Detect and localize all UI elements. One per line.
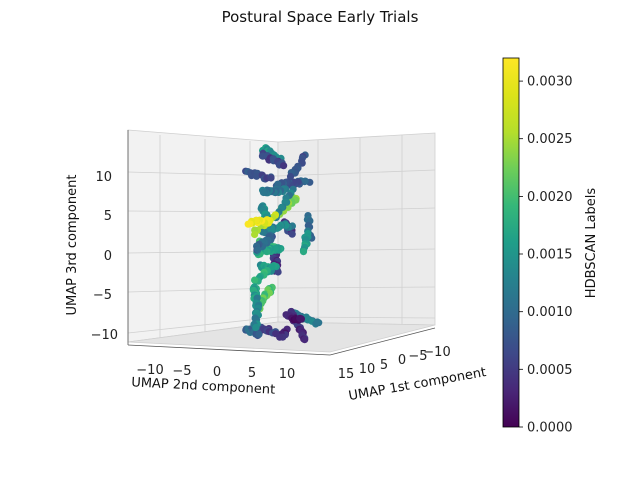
y-tick-label: 5 xyxy=(248,366,256,381)
scatter-point xyxy=(286,172,295,181)
z-tick-labels: 10 5 0 −5 −10 xyxy=(91,170,118,343)
colorbar: 0.0000 0.0005 0.0010 0.0015 0.0020 0.0025 0.00… xyxy=(502,57,599,436)
y-tick-labels: −10 −5 0 5 10 xyxy=(136,363,295,382)
scatter-point xyxy=(274,268,282,276)
scatter-point xyxy=(254,246,262,254)
colorbar-tick-label: 0.0000 xyxy=(527,421,573,436)
z-tick-label: 0 xyxy=(104,249,112,264)
scatter-point xyxy=(313,318,321,326)
scatter-point xyxy=(301,336,309,344)
z-tick-label: −10 xyxy=(91,328,118,343)
scatter-point xyxy=(288,230,296,238)
scatter-point xyxy=(259,188,268,197)
x-tick-label: 5 xyxy=(380,358,388,373)
scatter-point xyxy=(255,330,263,338)
colorbar-tick-label: 0.0020 xyxy=(527,190,573,205)
x-tick-label: 15 xyxy=(338,367,355,382)
y-tick-label: 10 xyxy=(279,367,296,382)
scatter-point xyxy=(272,330,280,338)
x-tick-labels: 15 10 5 0 −5 −10 xyxy=(338,345,451,382)
colorbar-gradient xyxy=(502,57,520,428)
colorbar-ticks: 0.0000 0.0005 0.0010 0.0015 0.0020 0.0025 0.00… xyxy=(519,75,573,436)
z-tick-label: 5 xyxy=(104,209,112,224)
scatter-point xyxy=(252,323,260,331)
colorbar-tick-label: 0.0025 xyxy=(527,132,573,147)
colorbar-tick-label: 0.0015 xyxy=(527,248,573,263)
colorbar-tick-label: 0.0010 xyxy=(527,305,573,320)
y-tick-label: −10 xyxy=(136,363,163,378)
chart-title: Postural Space Early Trials xyxy=(222,8,419,26)
scatter-point xyxy=(244,220,252,228)
z-tick-label: 10 xyxy=(95,170,112,185)
x-tick-label: −5 xyxy=(408,349,427,364)
colorbar-label: HDBSCAN Labels xyxy=(584,188,599,299)
colorbar-tick-label: 0.0030 xyxy=(527,75,573,90)
scatter-point xyxy=(280,162,288,170)
colorbar-tick-label: 0.0005 xyxy=(527,363,573,378)
scatter-points xyxy=(242,144,323,344)
scatter-point xyxy=(267,174,275,182)
x-tick-label: 10 xyxy=(359,362,376,377)
z-tick-label: −5 xyxy=(93,288,112,303)
scatter-point xyxy=(297,315,305,323)
scatter-point xyxy=(299,248,308,256)
y-tick-label: −5 xyxy=(172,364,191,379)
scatter-point xyxy=(251,230,259,239)
x-tick-label: 0 xyxy=(398,353,406,368)
scatter-point xyxy=(251,276,259,284)
x-tick-label: −10 xyxy=(423,345,450,360)
z-axis-label: UMAP 3rd component xyxy=(65,175,80,316)
y-tick-label: 0 xyxy=(213,365,221,380)
